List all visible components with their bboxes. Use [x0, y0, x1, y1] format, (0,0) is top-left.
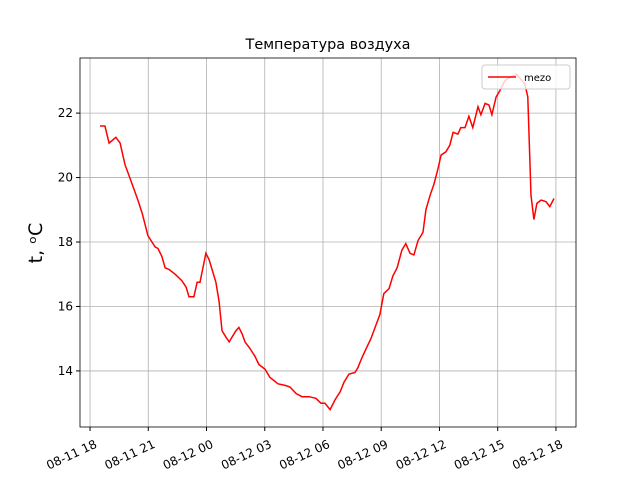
x-tick-label: 08-11 21: [102, 437, 157, 472]
y-tick-label: 22: [58, 106, 73, 120]
y-tick-label: 16: [58, 299, 73, 313]
x-tick-label: 08-12 06: [277, 437, 332, 472]
legend-label: mezo: [524, 73, 551, 84]
x-tick-label: 08-12 18: [510, 437, 565, 472]
x-tick-label: 08-12 15: [452, 437, 507, 472]
y-tick-label: 18: [58, 235, 73, 249]
y-tick-label: 14: [58, 364, 73, 378]
x-tick-label: 08-12 03: [219, 437, 274, 472]
chart-title: Температура воздуха: [245, 37, 411, 53]
plot-frame: [79, 57, 577, 428]
x-tick-label: 08-12 12: [394, 437, 449, 472]
data-line: [100, 73, 555, 411]
legend-box: [481, 64, 571, 90]
legend: mezo: [481, 64, 571, 90]
x-tick-label: 08-12 09: [335, 437, 390, 472]
y-axis-label: t, ᵒC: [25, 223, 47, 264]
y-tick-label: 20: [58, 171, 73, 185]
x-tick-label: 08-12 00: [161, 437, 216, 472]
x-tick-label: 08-11 18: [44, 437, 99, 472]
